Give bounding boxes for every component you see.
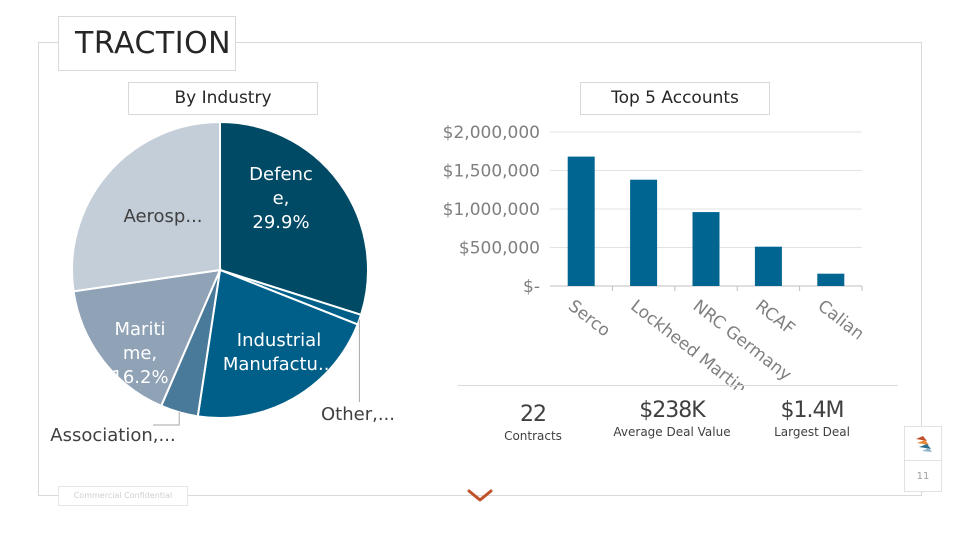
pie-label-defence: Defenc e, 29.9%	[249, 164, 313, 233]
stat-largest-deal-label: Largest Deal	[774, 425, 850, 439]
bar-serco	[567, 156, 595, 286]
stat-average-deal: $238K Average Deal Value	[602, 398, 742, 439]
y-tick-label: $1,000,000	[443, 200, 540, 220]
y-tick-label: $1,500,000	[443, 162, 540, 182]
pie-leader-line	[153, 412, 180, 426]
stat-contracts: 22 Contracts	[493, 402, 573, 443]
stat-largest-deal: $1.4M Largest Deal	[762, 398, 862, 439]
pie-label-other: Other,...	[321, 404, 395, 425]
stat-largest-deal-value: $1.4M	[780, 398, 845, 423]
pie-label-industrial-manufacturing: Industrial Manufactu...	[223, 330, 335, 375]
y-tick-label: $2,000,000	[443, 123, 540, 143]
x-tick-label: RCAF	[751, 296, 798, 339]
pie-label-aerospace: Aerosp...	[123, 206, 202, 227]
slide-title-box: TRACTION	[58, 16, 236, 71]
slide-title: TRACTION	[75, 26, 232, 61]
bar-lockheed-martin	[630, 179, 658, 286]
stats-divider	[458, 385, 898, 386]
slide-frame	[38, 42, 922, 496]
stat-average-deal-label: Average Deal Value	[613, 425, 731, 439]
bar-chart-title: Top 5 Accounts	[580, 82, 770, 115]
stat-average-deal-value: $238K	[639, 398, 705, 423]
pie-label-maritime: Mariti me, 16.2%	[111, 319, 168, 388]
chevron-down-icon[interactable]	[467, 488, 493, 504]
stat-contracts-label: Contracts	[504, 429, 562, 443]
page-number: 11	[916, 471, 930, 482]
bar-calian	[817, 273, 845, 286]
pie-slice-industrial-manufacturing	[196, 268, 359, 419]
top-accounts-bar-chart: $- $500,000 $1,000,000 $1,500,000 $2,000,000…	[443, 123, 868, 390]
pie-chart-title: By Industry	[128, 82, 318, 115]
company-logo-icon	[916, 436, 932, 452]
industry-pie-chart: Defenc e, 29.9% Other,... Industrial Manufact…	[50, 120, 395, 446]
y-tick-label: $-	[523, 277, 540, 297]
bar-rcaf	[754, 246, 782, 286]
pie-slice-aerospace	[71, 120, 221, 293]
pie-slice-defence	[219, 120, 369, 317]
bar-nrc-germany	[692, 212, 720, 286]
side-panel: 11	[904, 426, 942, 492]
confidential-label: Commercial Confidential	[58, 486, 188, 506]
pie-slice-maritime	[72, 268, 222, 408]
x-tick-label: Calian	[814, 296, 868, 344]
x-tick-label: Serco	[564, 296, 614, 341]
pie-label-association: Association,...	[50, 425, 175, 446]
side-divider	[905, 460, 941, 461]
stat-contracts-value: 22	[520, 402, 547, 427]
y-tick-label: $500,000	[459, 239, 540, 259]
